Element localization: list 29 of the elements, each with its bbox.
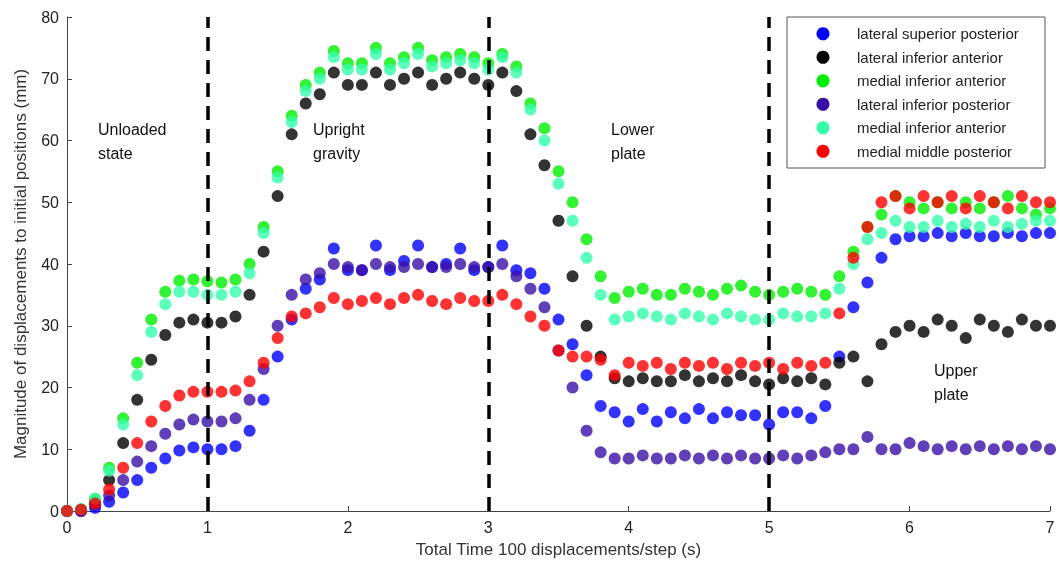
y-axis-title: Magnitude of displacements to initial positions (mm) bbox=[11, 68, 30, 460]
x-tick-label: 6 bbox=[905, 518, 915, 536]
annotation: Lower plate bbox=[611, 120, 656, 162]
x-tick-label: 1 bbox=[202, 518, 212, 536]
y-tick-label: 10 bbox=[41, 440, 60, 458]
legend-label: lateral inferior posterior bbox=[857, 95, 1011, 113]
x-tick-label: 0 bbox=[62, 518, 72, 536]
x-tick-label: 5 bbox=[764, 518, 774, 536]
y-tick-label: 40 bbox=[41, 255, 60, 273]
y-tick-label: 60 bbox=[41, 132, 60, 149]
y-tick-label: 70 bbox=[41, 70, 60, 88]
annotation: Upright gravity bbox=[313, 120, 366, 162]
annotation: Unloaded state bbox=[98, 120, 167, 162]
legend-label: lateral superior posterior bbox=[857, 25, 1019, 43]
y-tick-label: 50 bbox=[41, 193, 60, 211]
y-tick-label: 0 bbox=[50, 502, 60, 520]
legend-label: medial middle posterior bbox=[857, 142, 1013, 160]
legend-label: medial inferior anterior bbox=[857, 119, 1007, 137]
x-tick-label: 3 bbox=[483, 518, 493, 536]
x-tick-label: 7 bbox=[1045, 518, 1055, 536]
x-tick-label: 2 bbox=[343, 518, 353, 536]
x-axis-title: Total Time 100 displacements/step (s) bbox=[415, 540, 702, 559]
y-tick-label: 20 bbox=[41, 379, 60, 396]
legend-label: lateral inferior anterior bbox=[857, 48, 1003, 66]
y-tick-label: 30 bbox=[41, 317, 60, 335]
y-tick-label: 80 bbox=[41, 8, 60, 26]
x-tick-label: 4 bbox=[624, 518, 634, 536]
legend-label: medial inferior anterior bbox=[857, 72, 1007, 90]
annotation: Upper plate bbox=[934, 361, 979, 403]
